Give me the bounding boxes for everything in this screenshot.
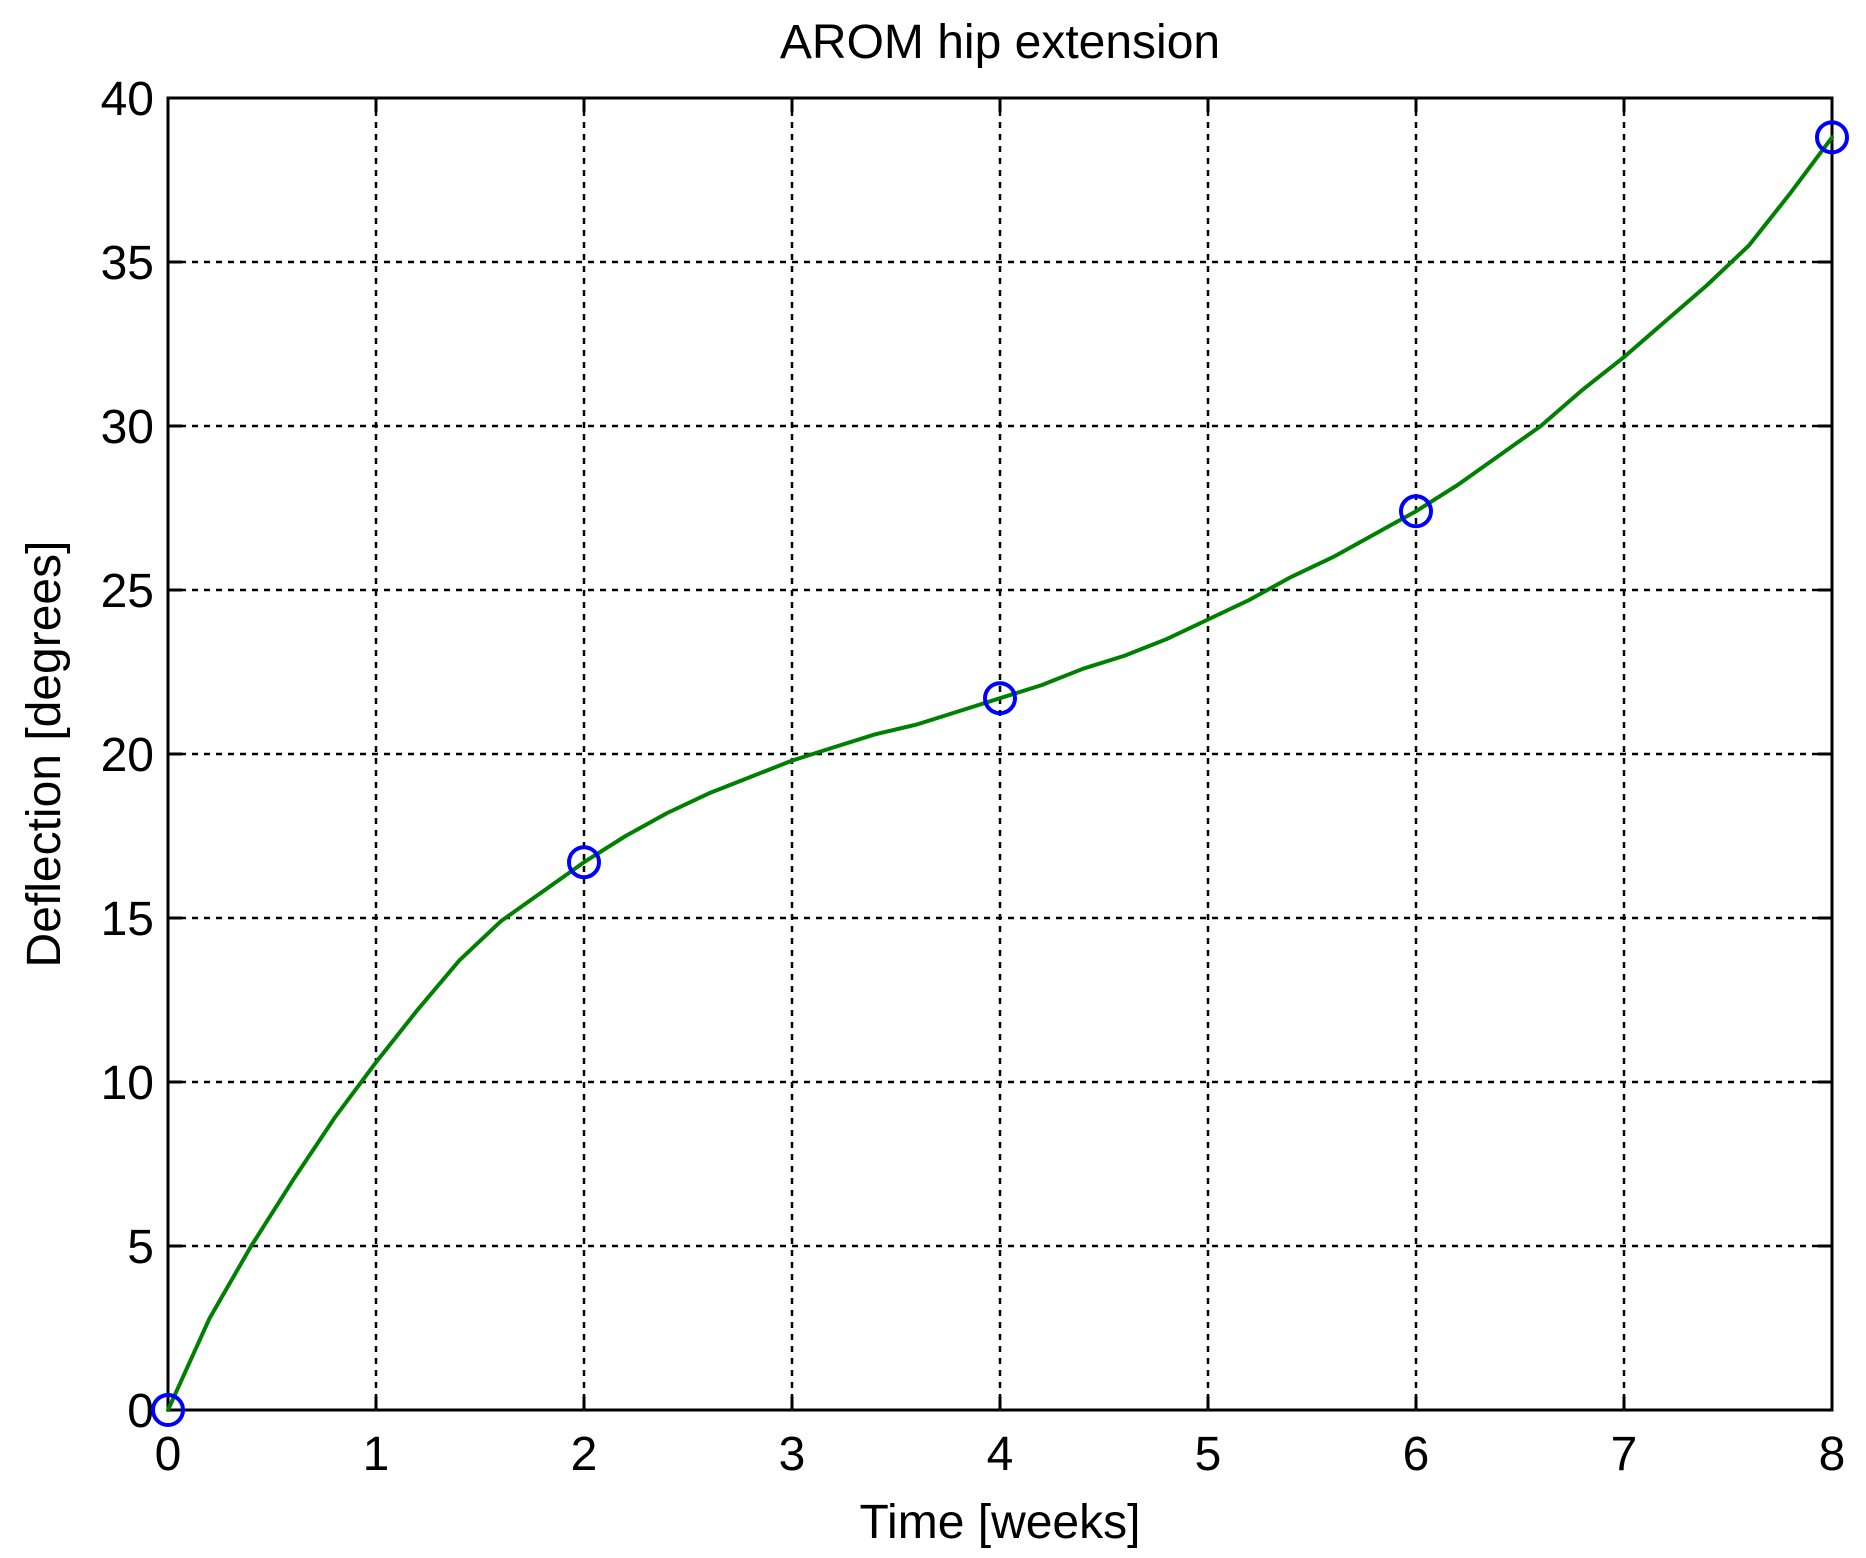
- y-tick-label: 20: [101, 729, 154, 782]
- y-tick-label: 25: [101, 565, 154, 618]
- data-point: [1815, 120, 1849, 155]
- x-tick-label: 4: [987, 1428, 1014, 1481]
- x-tick-label: 7: [1611, 1428, 1638, 1481]
- grid: [168, 98, 1832, 1410]
- ticks: 0 1 2 3 4 5 6 7 8 0 5 10 15 20 25 30 35 40: [101, 73, 1846, 1481]
- y-tick-label: 15: [101, 893, 154, 946]
- chart-title: AROM hip extension: [780, 16, 1220, 69]
- y-tick-label: 35: [101, 237, 154, 290]
- x-tick-label: 2: [571, 1428, 598, 1481]
- x-tick-label: 0: [155, 1428, 182, 1481]
- plot-area: [151, 120, 1849, 1427]
- series-line: [166, 135, 1834, 1412]
- x-tick-label: 3: [779, 1428, 806, 1481]
- data-point: [983, 681, 1017, 716]
- y-tick-label: 0: [127, 1385, 154, 1438]
- x-tick-label: 1: [363, 1428, 390, 1481]
- x-tick-label: 6: [1403, 1428, 1430, 1481]
- x-tick-label: 5: [1195, 1428, 1222, 1481]
- y-tick-label: 30: [101, 401, 154, 454]
- y-axis-label: Deflection [degrees]: [18, 541, 71, 968]
- data-point: [151, 1393, 185, 1427]
- data-point: [567, 845, 601, 880]
- y-tick-label: 40: [101, 73, 154, 126]
- x-tick-label: 8: [1819, 1428, 1846, 1481]
- data-point: [1399, 494, 1433, 529]
- y-tick-label: 10: [101, 1057, 154, 1110]
- x-axis-label: Time [weeks]: [860, 1496, 1141, 1549]
- y-tick-label: 5: [127, 1221, 154, 1274]
